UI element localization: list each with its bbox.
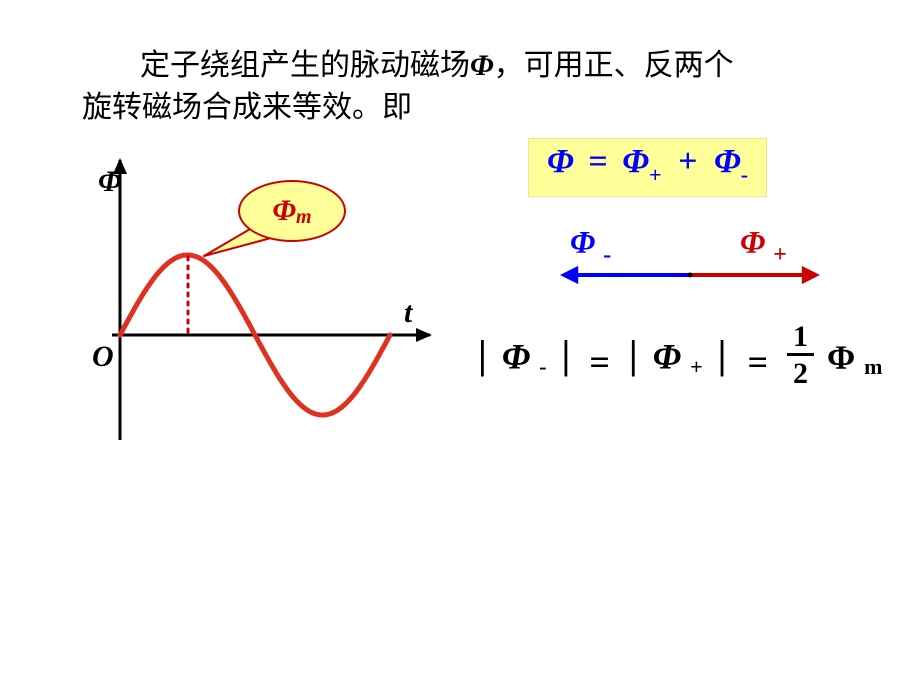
eq-plus-op: + bbox=[670, 143, 705, 180]
callout-phi: Φ bbox=[272, 194, 296, 228]
mag-m-sub: m bbox=[864, 354, 882, 379]
sine-chart bbox=[0, 0, 470, 475]
callout-m-sub: m bbox=[296, 206, 312, 229]
eq-phi: Φ bbox=[547, 143, 574, 180]
frac-num: 1 bbox=[787, 320, 814, 356]
mag-phi-plus: Φ bbox=[653, 336, 681, 376]
mag-phi-minus: Φ bbox=[502, 336, 530, 376]
abs-bar-2: | bbox=[556, 332, 577, 377]
arrow-left-phi: Φ bbox=[570, 224, 595, 260]
callout-bubble: Φm bbox=[238, 180, 346, 242]
eq-phi-plus: Φ bbox=[622, 143, 649, 180]
abs-bar-4: | bbox=[712, 332, 733, 377]
frac-den: 2 bbox=[787, 356, 814, 392]
mag-eq1: = bbox=[585, 342, 614, 382]
abs-bar-1: | bbox=[472, 332, 493, 377]
line1-part2: ，可用正、反两个 bbox=[494, 49, 734, 82]
eq-minus-sub: - bbox=[741, 162, 748, 187]
eq-plus-sub: + bbox=[649, 162, 662, 187]
abs-bar-3: | bbox=[623, 332, 644, 377]
mag-phi-m: Φ bbox=[827, 339, 855, 376]
fraction-half: 1 2 bbox=[787, 320, 814, 392]
line1-phi: Φ bbox=[470, 49, 494, 82]
slide: 定子绕组产生的脉动磁场Φ，可用正、反两个 旋转磁场合成来等效。即 Φ = Φ+ … bbox=[0, 0, 920, 690]
mag-eq2: = bbox=[741, 342, 774, 382]
t-axis-label: t bbox=[404, 296, 412, 330]
mag-minus-sub: - bbox=[539, 354, 546, 379]
arrow-right-sub: + bbox=[773, 242, 787, 268]
origin-label: O bbox=[92, 340, 114, 374]
phi-axis-label: Φ bbox=[98, 165, 122, 199]
equation-box: Φ = Φ+ + Φ- bbox=[528, 138, 767, 197]
arrow-left-label: Φ - bbox=[570, 224, 611, 267]
mag-plus-sub: + bbox=[690, 354, 703, 379]
magnitude-equation: | Φ - | = | Φ + | = 1 2 Φ m bbox=[472, 324, 883, 396]
eq-phi-minus: Φ bbox=[714, 143, 741, 180]
arrow-left-sub: - bbox=[603, 242, 611, 268]
arrow-right-phi: Φ bbox=[740, 224, 765, 260]
sine-svg bbox=[0, 0, 470, 470]
eq-equals: = bbox=[582, 143, 613, 180]
arrow-right-label: Φ + bbox=[740, 224, 787, 267]
